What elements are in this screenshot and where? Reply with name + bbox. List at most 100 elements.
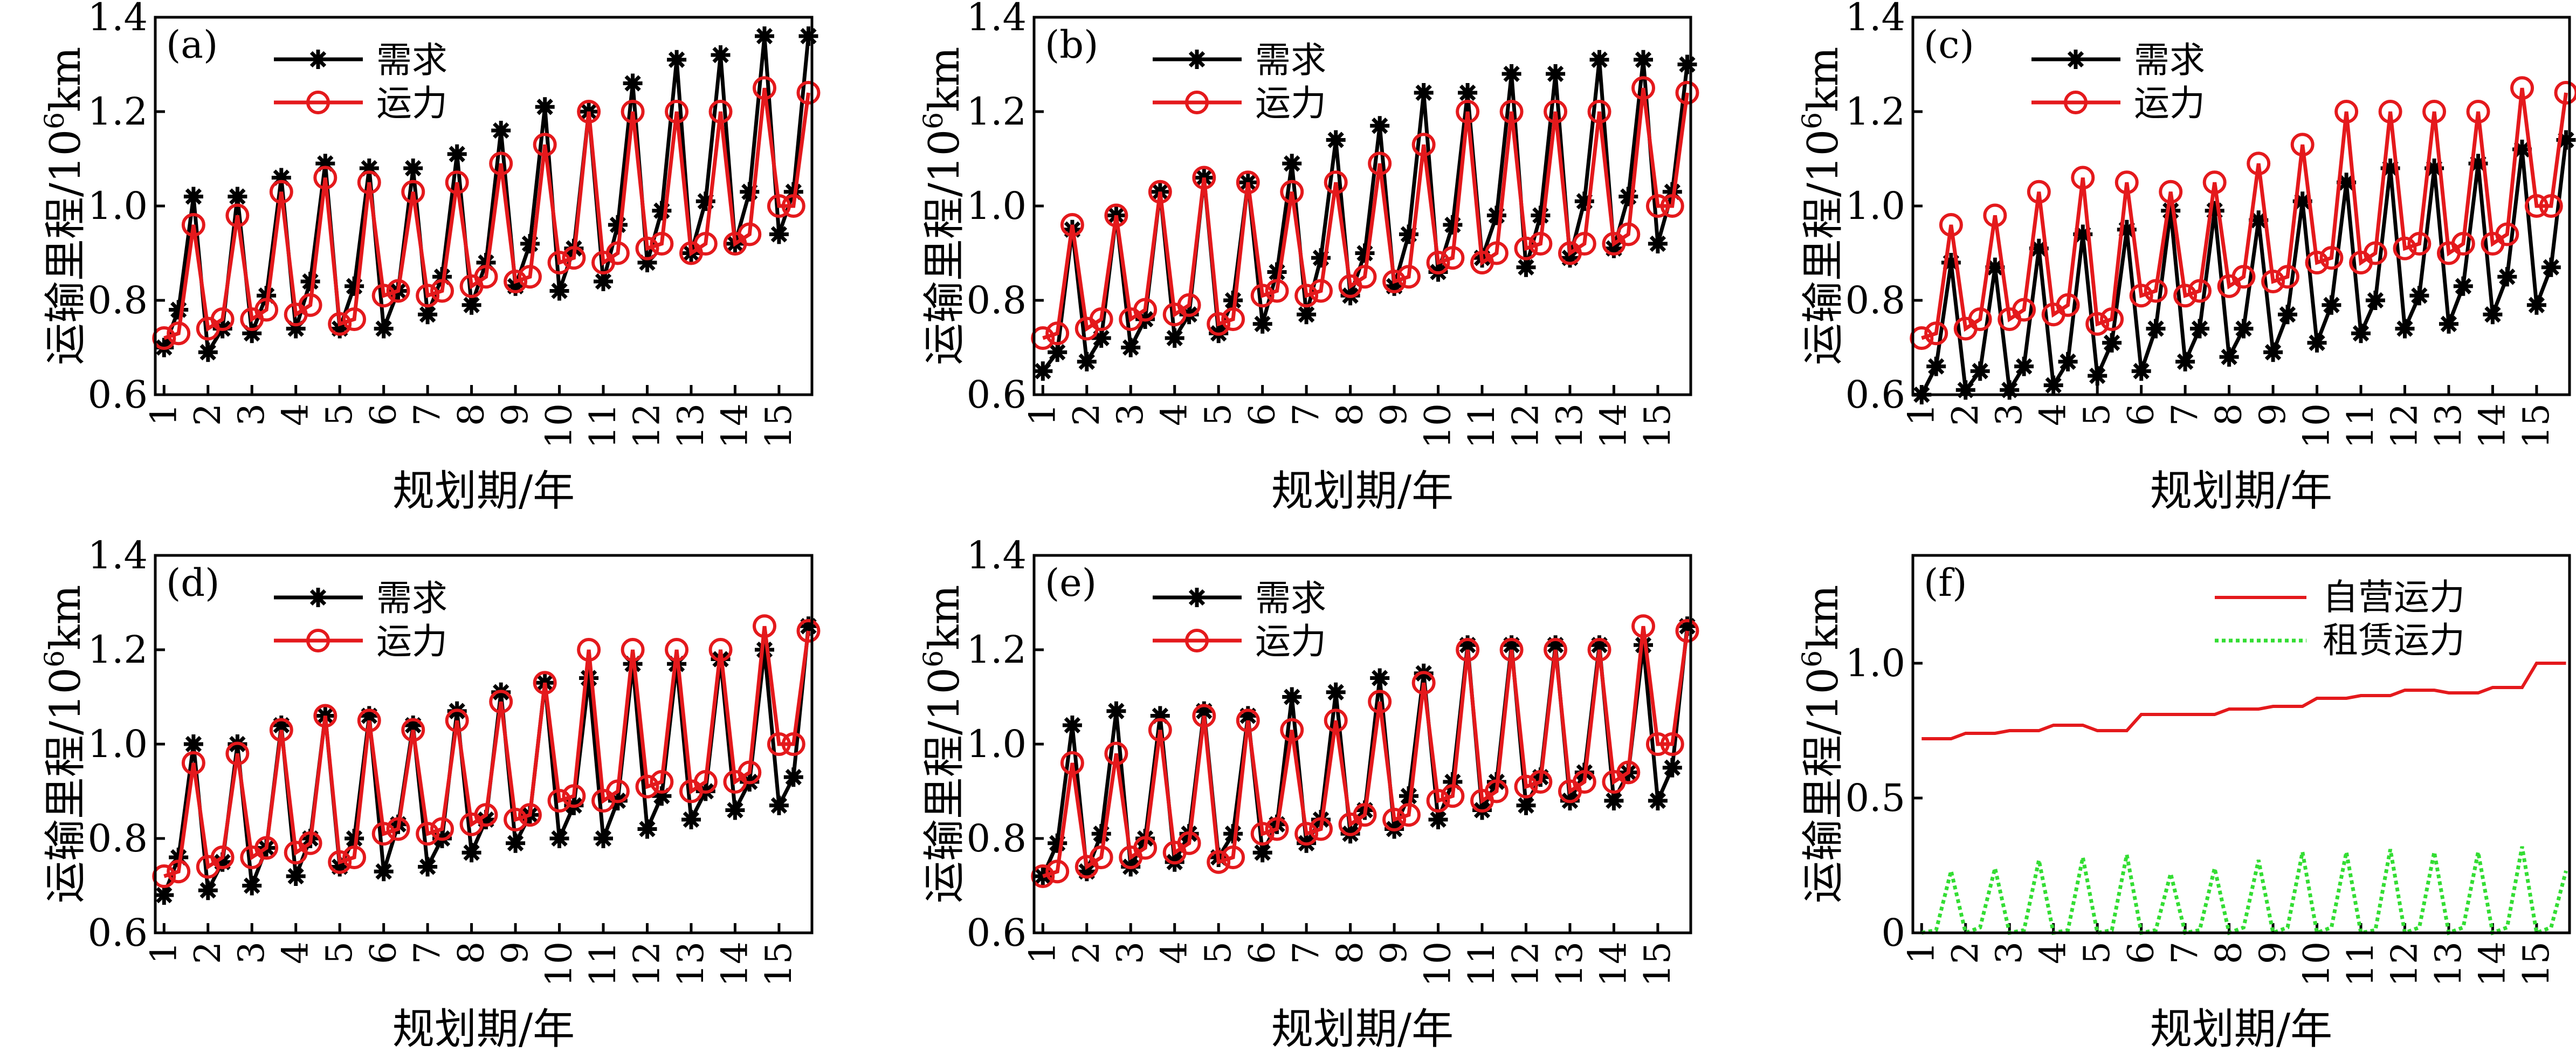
x-tick-label: 1	[143, 941, 184, 964]
capacity-point	[1616, 760, 1641, 785]
demand-point	[1662, 758, 1682, 778]
capacity-point	[796, 619, 821, 643]
demand-point	[1121, 338, 1141, 357]
demand-point	[1501, 64, 1521, 84]
capacity-point	[635, 774, 659, 799]
legend-own-label: 自营运力	[2323, 576, 2465, 618]
y-axis-label-sup: 6	[918, 650, 949, 668]
capacity-point	[2290, 133, 2315, 157]
capacity-point	[328, 312, 352, 336]
x-tick-label: 15	[2516, 941, 2557, 987]
capacity-point	[693, 232, 718, 256]
capacity-point	[298, 293, 322, 317]
demand-point	[798, 26, 818, 46]
capacity-point	[430, 817, 454, 841]
capacity-point	[781, 732, 805, 756]
demand-point	[286, 867, 306, 886]
demand-point	[2468, 154, 2488, 174]
legend-capacity-label: 运力	[2134, 82, 2205, 124]
x-tick-label: 1	[143, 403, 184, 426]
capacity-point	[1148, 180, 1172, 204]
legend-capacity-label: 运力	[376, 621, 447, 662]
demand-point	[798, 616, 818, 636]
demand-point	[608, 215, 628, 235]
demand-point	[2000, 380, 2020, 400]
x-tick-label: 4	[1154, 403, 1195, 426]
y-axis-label: 运输里程/106km	[39, 47, 90, 366]
capacity-point	[781, 194, 805, 218]
x-tick-label: 3	[1110, 403, 1151, 426]
panel-label: (b)	[1045, 23, 1098, 67]
x-tick-label: 11	[2340, 941, 2381, 987]
capacity-point	[738, 222, 762, 246]
y-axis-label-sup: 6	[1796, 112, 1828, 129]
y-tick-label: 1.4	[1845, 0, 1905, 39]
x-tick-label: 7	[1285, 403, 1327, 426]
capacity-point	[1645, 194, 1670, 218]
x-axis-label: 规划期/年	[392, 1005, 575, 1052]
y-tick-label: 1.2	[967, 90, 1027, 134]
y-tick-label: 1.0	[88, 722, 148, 766]
demand-point	[2102, 333, 2122, 353]
x-tick-label: 4	[2033, 403, 2074, 426]
capacity-point	[401, 180, 425, 204]
capacity-point	[650, 232, 674, 256]
x-tick-label: 2	[1066, 403, 1107, 426]
capacity-point	[2554, 81, 2576, 105]
demand-point	[1311, 248, 1331, 268]
x-tick-label: 6	[1242, 403, 1283, 426]
capacity-point	[313, 704, 338, 728]
demand-point	[1385, 276, 1404, 296]
capacity-point	[621, 100, 645, 123]
demand-point	[1297, 305, 1317, 325]
demand-point	[1062, 716, 1082, 735]
y-tick-label: 0.6	[967, 911, 1027, 955]
x-tick-label: 14	[2471, 941, 2513, 987]
capacity-point	[504, 808, 528, 831]
x-tick-label: 1	[1022, 941, 1063, 964]
demand-point	[491, 121, 511, 140]
capacity-point	[1499, 638, 1524, 662]
demand-point	[212, 852, 232, 872]
demand-point	[1458, 83, 1478, 102]
capacity-point	[753, 76, 777, 100]
x-tick-label: 8	[2208, 403, 2250, 426]
y-axis-label-unit: km	[1799, 47, 1848, 112]
capacity-point	[167, 860, 191, 884]
capacity-point	[547, 251, 571, 274]
demand-point	[418, 857, 438, 877]
demand-point	[1428, 810, 1448, 829]
capacity-point	[738, 760, 762, 785]
demand-point	[1150, 706, 1170, 726]
capacity-point	[2261, 270, 2285, 293]
x-tick-label: 5	[319, 941, 360, 964]
capacity-point	[1250, 822, 1275, 846]
demand-point	[652, 786, 672, 806]
demand-point	[549, 281, 569, 301]
capacity-point	[577, 638, 601, 662]
capacity-point	[2378, 100, 2402, 123]
capacity-point	[1631, 614, 1656, 638]
capacity-point	[2334, 100, 2359, 123]
capacity-point	[635, 236, 659, 260]
demand-point	[1165, 328, 1184, 348]
x-tick-label: 5	[2076, 941, 2118, 964]
demand-point	[2526, 295, 2546, 315]
demand-point	[1282, 687, 1302, 707]
x-tick-label: 10	[1417, 941, 1459, 987]
demand-point	[1077, 862, 1097, 882]
demand-point	[2453, 276, 2473, 296]
demand-point	[1531, 205, 1551, 225]
demand-point	[1223, 824, 1243, 844]
capacity-point	[2085, 312, 2110, 336]
demand-point	[2278, 305, 2297, 325]
demand-point	[374, 862, 394, 882]
y-axis-label: 运输里程/106km	[918, 47, 969, 366]
demand-point	[1399, 224, 1418, 244]
x-tick-label: 15	[1637, 941, 1678, 987]
capacity-point	[1236, 170, 1260, 195]
x-tick-label: 2	[1945, 403, 1986, 426]
x-tick-label: 15	[758, 403, 800, 449]
y-axis-label-sup: 6	[39, 650, 70, 668]
capacity-point	[1353, 803, 1377, 827]
